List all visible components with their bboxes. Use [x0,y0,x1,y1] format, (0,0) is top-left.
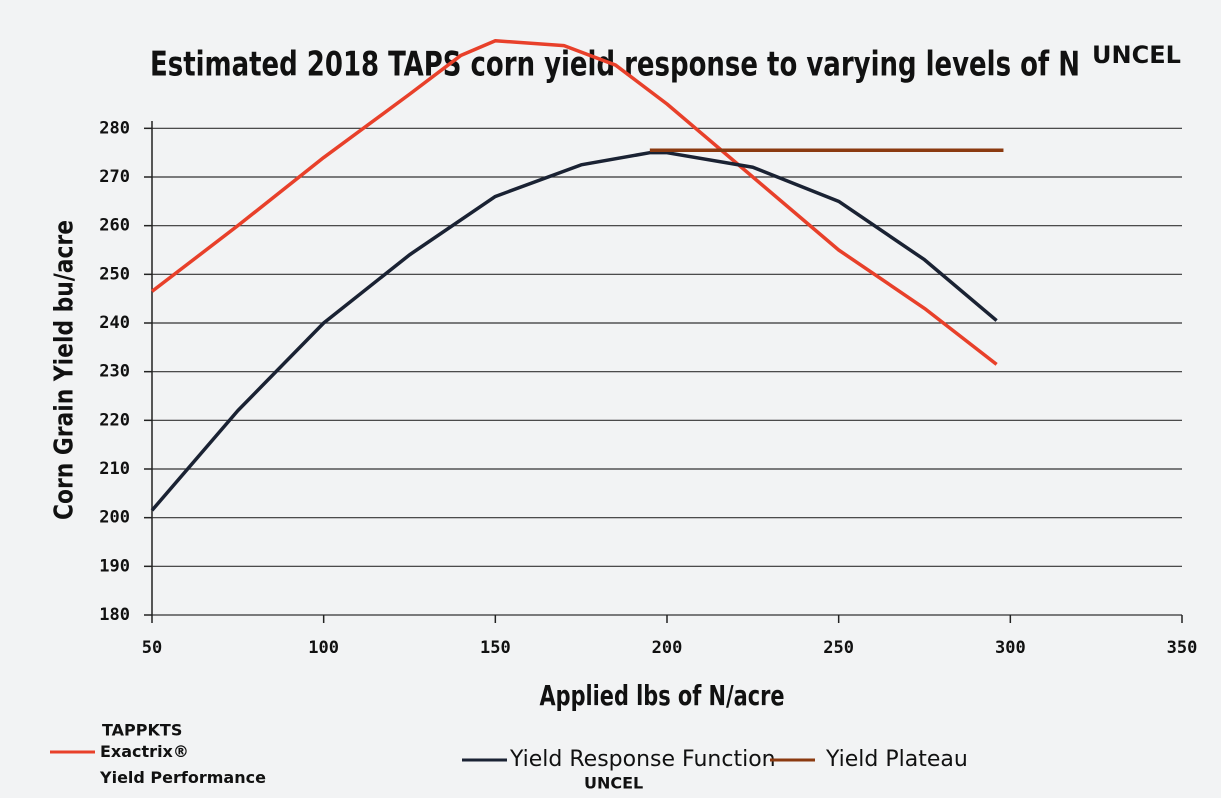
title-note: UNCEL [1092,41,1181,69]
legend-heading: TAPPKTS [102,721,182,740]
y-tick-label: 220 [99,410,130,430]
legend-label: Exactrix® Yield Performance [99,742,266,787]
y-tick-label: 280 [99,118,130,138]
x-tick-label: 250 [823,638,854,658]
y-tick-label: 180 [99,605,130,625]
legend: Exactrix® Yield Performance Yield Response… [50,742,968,787]
legend-label: Yield Plateau [825,747,968,772]
y-axis-label: Corn Grain Yield bu/acre [50,220,80,520]
legend-label: Yield Response Function [509,747,776,772]
x-axis-label: Applied lbs of N/acre [540,679,785,712]
x-tick-label: 200 [652,638,683,658]
legend-label-line: Exactrix® [100,742,189,761]
line [150,150,998,512]
x-tick-label: 350 [1167,638,1198,658]
y-tick-label: 230 [99,362,130,382]
y-tick-label: 250 [99,264,130,284]
y-tick-label: 270 [99,167,130,187]
y-tick-label: 260 [99,216,130,236]
y-tick-label: 210 [99,459,130,479]
legend-label-line: Yield Performance [99,768,266,787]
x-tick-label: 50 [142,638,162,658]
y-tick-label: 190 [99,556,130,576]
y-tick-label: 200 [99,508,130,528]
y-tick-label: 240 [99,313,130,333]
x-tick-label: 300 [995,638,1026,658]
x-tick-label: 100 [308,638,339,658]
line [150,38,998,366]
legend-note: UNCEL [584,774,643,793]
x-tick-label: 150 [480,638,511,658]
